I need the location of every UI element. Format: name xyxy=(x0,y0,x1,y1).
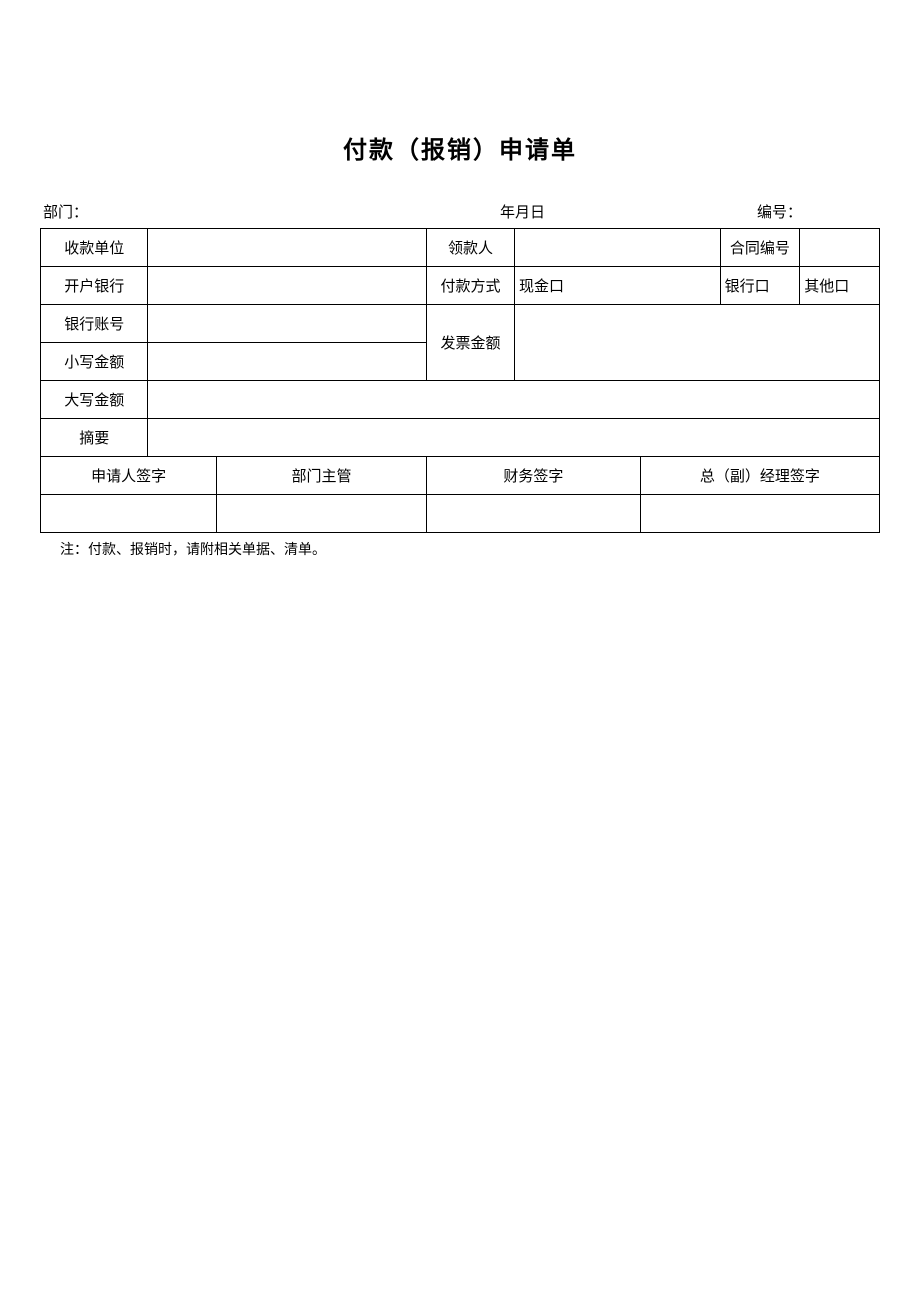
form-note: 注：付款、报销时，请附相关单据、清单。 xyxy=(40,539,880,559)
dept-head-label: 部门主管 xyxy=(217,457,427,495)
applicant-sign-label: 申请人签字 xyxy=(41,457,217,495)
bank-value[interactable] xyxy=(148,267,427,305)
payee-value[interactable] xyxy=(148,229,427,267)
meta-row: 部门： 年月日 编号： xyxy=(40,201,880,222)
dept-label: 部门： xyxy=(43,201,88,222)
amount-upper-label: 大写金额 xyxy=(41,381,148,419)
receiver-value[interactable] xyxy=(515,229,721,267)
payee-label: 收款单位 xyxy=(41,229,148,267)
summary-label: 摘要 xyxy=(41,419,148,457)
bank-label: 开户银行 xyxy=(41,267,148,305)
date-label: 年月日 xyxy=(500,201,545,222)
finance-sign-value[interactable] xyxy=(426,495,640,533)
pay-method-bank[interactable]: 银行口 xyxy=(720,267,800,305)
form-title: 付款（报销）申请单 xyxy=(40,130,880,165)
invoice-amt-label: 发票金额 xyxy=(426,305,514,381)
gm-sign-label: 总（副）经理签字 xyxy=(640,457,879,495)
gm-sign-value[interactable] xyxy=(640,495,879,533)
serial-label: 编号： xyxy=(757,201,877,222)
contract-no-value[interactable] xyxy=(800,229,880,267)
receiver-label: 领款人 xyxy=(426,229,514,267)
invoice-amt-value[interactable] xyxy=(515,305,880,381)
pay-method-label: 付款方式 xyxy=(426,267,514,305)
amount-lower-label: 小写金额 xyxy=(41,343,148,381)
applicant-sign-value[interactable] xyxy=(41,495,217,533)
pay-method-other[interactable]: 其他口 xyxy=(800,267,880,305)
amount-lower-value[interactable] xyxy=(148,343,427,381)
account-label: 银行账号 xyxy=(41,305,148,343)
amount-upper-value[interactable] xyxy=(148,381,880,419)
dept-head-value[interactable] xyxy=(217,495,427,533)
account-value[interactable] xyxy=(148,305,427,343)
application-form-table: 收款单位 领款人 合同编号 开户银行 付款方式 现金口 银行口 其他口 银行账号… xyxy=(40,228,880,457)
finance-sign-label: 财务签字 xyxy=(426,457,640,495)
summary-value[interactable] xyxy=(148,419,880,457)
signature-table: 申请人签字 部门主管 财务签字 总（副）经理签字 xyxy=(40,456,880,533)
contract-no-label: 合同编号 xyxy=(720,229,800,267)
pay-method-cash[interactable]: 现金口 xyxy=(515,267,721,305)
